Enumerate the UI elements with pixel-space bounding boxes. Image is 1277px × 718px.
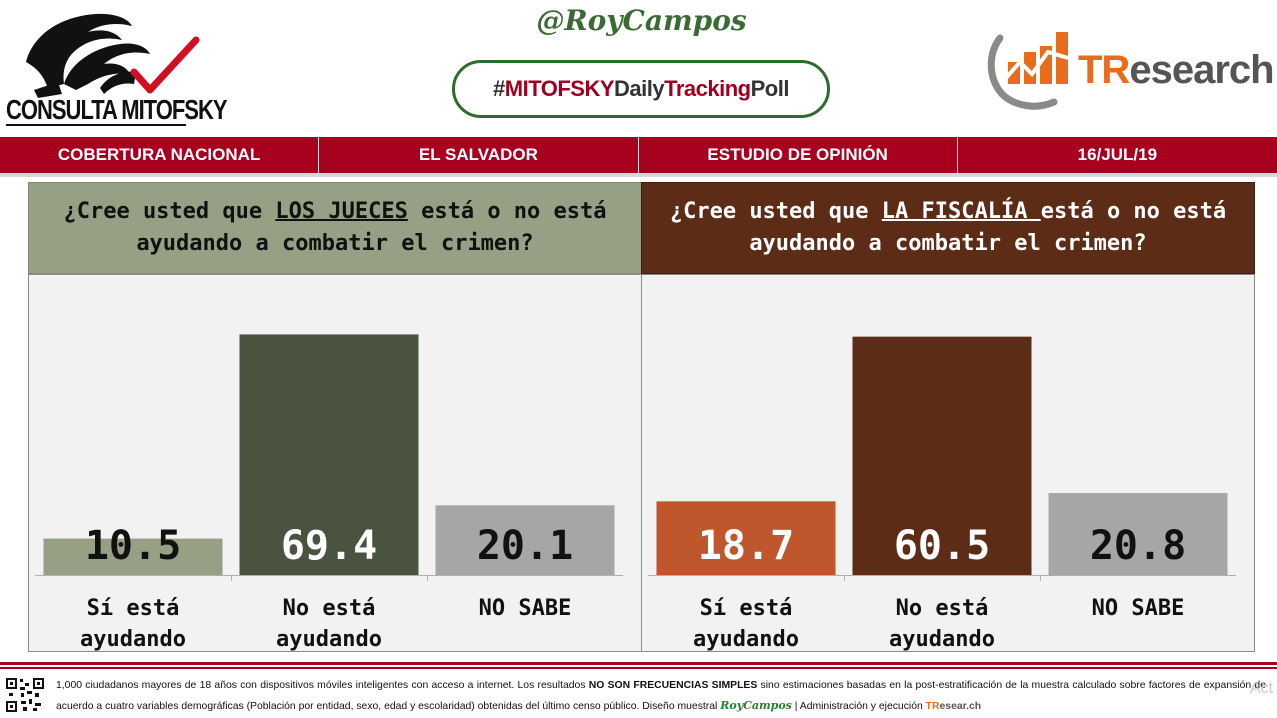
category-label-0-line-1: ayudando bbox=[693, 627, 799, 651]
activate-windows-hint: Act bbox=[1250, 680, 1274, 697]
footer-methodology: 1,000 ciudadanos mayores de 18 años con … bbox=[56, 676, 1266, 717]
hashtag-poll: Poll bbox=[750, 76, 790, 101]
category-label-2-line-0: NO SABE bbox=[479, 596, 572, 621]
question-key: LA FISCALÍA bbox=[881, 199, 1041, 224]
bar-0 bbox=[656, 501, 836, 575]
question-fiscalia-text: ¿Cree usted que LA FISCALÍA está o no es… bbox=[654, 196, 1242, 260]
question-fiscalia: ¿Cree usted que LA FISCALÍA está o no es… bbox=[641, 182, 1255, 274]
chart-jueces-svg: 10.5 Sí está ayudando 69.4 No está ayudando 20… bbox=[35, 334, 623, 651]
info-country: EL SALVADOR bbox=[319, 137, 639, 173]
footer-tre-t: TR bbox=[925, 701, 940, 712]
consulta-mitofsky-logo bbox=[26, 13, 200, 98]
handle-text: @RoyCampos bbox=[536, 4, 747, 37]
hashtag-mitofsky: MITOFSKY bbox=[504, 76, 615, 101]
category-label-1-line-1: ayudando bbox=[889, 627, 995, 651]
bar-1 bbox=[239, 334, 419, 575]
bar-2 bbox=[435, 505, 615, 575]
question-key: LOS JUECES bbox=[275, 199, 408, 224]
question-pre: ¿Cree usted que bbox=[669, 199, 882, 224]
panel-fiscalia: ¿Cree usted que LA FISCALÍA está o no es… bbox=[641, 182, 1255, 652]
category-label-0-line-0: Sí está bbox=[700, 596, 793, 621]
info-bar-shadow bbox=[0, 173, 1277, 177]
bar-0 bbox=[43, 538, 223, 575]
category-label-1-line-1: ayudando bbox=[276, 627, 382, 651]
category-label-1-line-0: No está bbox=[283, 596, 376, 621]
tresearch-t: TR bbox=[1078, 48, 1130, 92]
data-label-2: 20.1 bbox=[477, 523, 573, 569]
footer-text-bold: NO SON FRECUENCIAS SIMPLES bbox=[588, 680, 758, 691]
info-date: 16/JUL/19 bbox=[1077, 145, 1158, 164]
hashtag-tracking: Tracking bbox=[664, 76, 751, 101]
footer-text-mid: | Administración y ejecución bbox=[791, 701, 926, 712]
footer-text-c: sino estimaciones basadas en la post-est… bbox=[56, 680, 1266, 712]
question-post: está o no está ayudando a combatir el cr… bbox=[749, 199, 1227, 256]
info-study-type: ESTUDIO DE OPINIÓN bbox=[639, 137, 958, 173]
mitofsky-logo-text: CONSULTA MITOFSKY bbox=[6, 94, 228, 126]
hashtag-hash: # bbox=[493, 76, 505, 101]
category-label-0-line-0: Sí está bbox=[87, 596, 180, 621]
hashtag-pill: # MITOFSKY Daily Tracking Poll bbox=[452, 60, 830, 118]
footer-text-a: 1,000 ciudadanos mayores de 18 años con … bbox=[56, 680, 589, 691]
chart-fiscalia: 18.7 Sí está ayudando 60.5 No está ayudando 20… bbox=[641, 274, 1255, 652]
category-label-2-line-0: NO SABE bbox=[1092, 596, 1185, 621]
category-label-0-line-1: ayudando bbox=[80, 627, 186, 651]
tresearch-wordmark: TResearch bbox=[1078, 48, 1275, 93]
data-label-0: 18.7 bbox=[698, 523, 794, 569]
header: CONSULTA MITOFSKY @RoyCampos # MITOFSKY Da… bbox=[0, 0, 1277, 137]
footer-rule-top bbox=[0, 662, 1277, 665]
footer-tre-rest: esear.ch bbox=[939, 701, 982, 712]
data-label-2: 20.8 bbox=[1090, 523, 1186, 569]
footer-tresearch-link[interactable]: TResear.ch bbox=[926, 701, 981, 712]
chart-fiscalia-svg: 18.7 Sí está ayudando 60.5 No está ayudando 20… bbox=[648, 336, 1236, 651]
info-coverage: COBERTURA NACIONAL bbox=[0, 137, 320, 173]
chart-jueces: 10.5 Sí está ayudando 69.4 No está ayudando 20… bbox=[28, 274, 642, 652]
hashtag-daily: Daily bbox=[614, 76, 665, 101]
info-bar: COBERTURA NACIONAL EL SALVADOR ESTUDIO D… bbox=[0, 137, 1277, 173]
panel-jueces: ¿Cree usted que LOS JUECES está o no est… bbox=[28, 182, 642, 652]
mitofsky-underline bbox=[6, 124, 186, 126]
category-label-1-line-0: No está bbox=[896, 596, 989, 621]
data-label-1: 60.5 bbox=[894, 523, 990, 569]
question-pre: ¿Cree usted que bbox=[63, 199, 276, 224]
data-label-0: 10.5 bbox=[85, 523, 181, 569]
question-jueces: ¿Cree usted que LOS JUECES está o no est… bbox=[28, 182, 642, 274]
tresearch-logo-icon bbox=[987, 32, 1069, 110]
data-label-1: 69.4 bbox=[281, 523, 377, 569]
question-jueces-text: ¿Cree usted que LOS JUECES está o no est… bbox=[41, 196, 629, 260]
roy-campos-handle: @RoyCampos bbox=[0, 4, 1277, 37]
qr-code-icon bbox=[5, 677, 45, 713]
bar-1 bbox=[852, 336, 1032, 575]
bar-2 bbox=[1048, 493, 1228, 575]
footer-roy-signature: RoyCampos bbox=[720, 699, 792, 712]
footer-rule-bottom bbox=[0, 667, 1277, 669]
tresearch-rest: esearch bbox=[1129, 48, 1274, 92]
question-post: está o no está ayudando a combatir el cr… bbox=[136, 199, 607, 256]
